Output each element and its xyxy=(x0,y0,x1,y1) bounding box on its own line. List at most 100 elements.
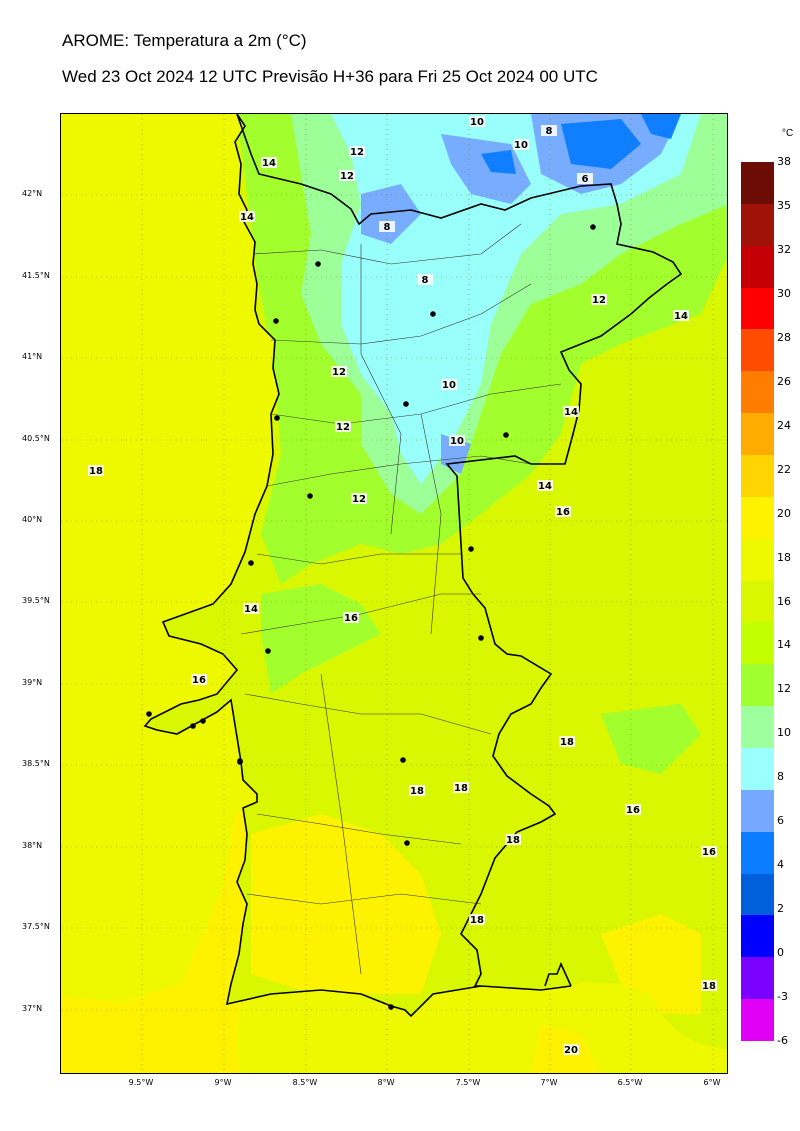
district-boundary xyxy=(252,223,522,265)
contour-label-bg xyxy=(537,480,553,491)
longitude-tick-label: 7.5°W xyxy=(455,1078,481,1087)
longitude-tick-label: 8.5°W xyxy=(292,1078,318,1087)
contour-label-bg xyxy=(441,379,457,390)
contour-label-text: 10 xyxy=(442,380,456,391)
graticule xyxy=(61,114,727,1073)
contour-label-bg xyxy=(469,116,485,127)
colorbar-label: 20 xyxy=(777,506,791,520)
latitude-tick-label: 37.5°N xyxy=(22,922,50,931)
contour-label-bg xyxy=(343,612,359,623)
temperature-zone xyxy=(601,704,701,774)
colorbar-label: 4 xyxy=(777,858,784,872)
contour-label-bg xyxy=(88,465,104,476)
contour-label-text: 8 xyxy=(384,222,391,233)
city-marker xyxy=(146,711,152,717)
contour-label: 18 xyxy=(469,914,485,926)
city-markers xyxy=(146,224,596,1010)
contour-label-text: 20 xyxy=(564,1045,578,1056)
contour-label-bg xyxy=(541,125,557,136)
colorbar-label: 14 xyxy=(777,638,791,652)
contour-label: 16 xyxy=(555,506,571,518)
city-marker xyxy=(404,840,410,846)
contour-label-text: 8 xyxy=(546,126,553,137)
district-boundary xyxy=(320,673,362,975)
district-boundaries xyxy=(240,223,562,975)
contour-label-bg xyxy=(453,782,469,793)
contour-label-bg xyxy=(701,846,717,857)
colorbar-segment xyxy=(741,455,774,498)
colorbar-segment xyxy=(741,999,774,1042)
spain-border xyxy=(236,114,683,987)
contour-label: 10 xyxy=(513,139,529,151)
colorbar-segment xyxy=(741,580,774,623)
contour-label-bg xyxy=(563,406,579,417)
contour-label: 8 xyxy=(379,221,395,233)
contour-label-text: 18 xyxy=(410,786,424,797)
city-marker xyxy=(274,415,280,421)
contour-label-text: 16 xyxy=(626,805,640,816)
contour-label: 18 xyxy=(88,465,104,477)
colorbar-segment xyxy=(741,664,774,707)
contour-label-bg xyxy=(513,139,529,150)
contour-label: 8 xyxy=(541,125,557,137)
colorbar-segment xyxy=(741,915,774,958)
contour-label-text: 12 xyxy=(336,422,350,433)
colorbar-label: 16 xyxy=(777,594,791,608)
contour-label-text: 14 xyxy=(538,481,552,492)
colorbar-label: 12 xyxy=(777,682,791,696)
colorbar-segment xyxy=(741,413,774,456)
colorbar-segment xyxy=(741,873,774,916)
colorbar-label: 35 xyxy=(777,198,791,212)
contour-label: 6 xyxy=(577,173,593,185)
contour-label-text: 12 xyxy=(350,147,364,158)
contour-label: 12 xyxy=(351,493,367,505)
contour-label-text: 18 xyxy=(506,835,520,846)
contour-label-bg xyxy=(239,211,255,222)
contour-label-bg xyxy=(331,366,347,377)
temperature-map: 10 10 8 6 12 12 14 14 8 8 12 14 12 10 14 12 10 18 12 14 16 14… xyxy=(61,114,727,1073)
contour-label-bg xyxy=(335,421,351,432)
contour-label-text: 10 xyxy=(450,436,464,447)
longitude-tick-label: 9°W xyxy=(214,1078,232,1087)
latitude-tick-label: 39.5°N xyxy=(22,596,50,605)
city-marker xyxy=(468,546,474,552)
temperature-zone xyxy=(261,584,381,694)
colorbar-segment xyxy=(741,789,774,833)
colorbar-label: 22 xyxy=(777,462,791,476)
district-boundary xyxy=(256,553,461,565)
contour-label: 14 xyxy=(239,211,255,223)
colorbar-segment xyxy=(741,831,774,875)
portugal-coastline xyxy=(143,114,572,1018)
colorbar-segment xyxy=(741,329,774,372)
contour-label-bg xyxy=(349,146,365,157)
contour-label-text: 14 xyxy=(674,311,688,322)
colorbar-unit: °C xyxy=(782,128,794,139)
colorbar-segment xyxy=(741,371,774,414)
longitude-tick-label: 7°W xyxy=(540,1078,558,1087)
city-marker xyxy=(237,759,243,765)
contour-label-text: 12 xyxy=(332,367,346,378)
longitude-tick-label: 8°W xyxy=(377,1078,395,1087)
colorbar-label: 32 xyxy=(777,242,791,256)
contour-label: 18 xyxy=(453,782,469,794)
contour-label-text: 16 xyxy=(344,613,358,624)
contour-label: 16 xyxy=(343,612,359,624)
contour-label: 20 xyxy=(563,1044,579,1056)
contour-label-bg xyxy=(505,834,521,845)
contour-label: 18 xyxy=(409,785,425,797)
longitude-tick-label: 6.5°W xyxy=(617,1078,643,1087)
contour-label-text: 16 xyxy=(702,847,716,858)
contour-label-bg xyxy=(261,157,277,168)
contour-label-text: 18 xyxy=(89,466,103,477)
city-marker xyxy=(400,757,406,763)
colorbar-label: 26 xyxy=(777,374,791,388)
contour-label: 18 xyxy=(701,980,717,992)
contour-label-bg xyxy=(243,603,259,614)
district-boundary xyxy=(420,413,442,635)
contour-label-text: 16 xyxy=(556,507,570,518)
contour-label-bg xyxy=(591,294,607,305)
latitude-tick-label: 37°N xyxy=(22,1004,43,1013)
city-marker xyxy=(590,224,596,230)
contour-label-text: 14 xyxy=(244,604,258,615)
latitude-tick-label: 41°N xyxy=(22,352,43,361)
